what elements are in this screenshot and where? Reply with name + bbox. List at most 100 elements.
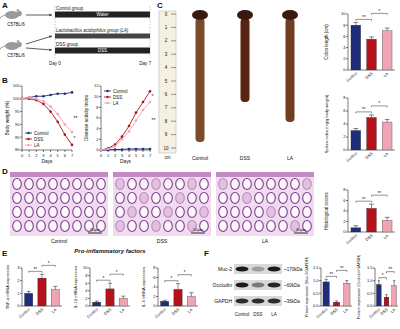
crypt bbox=[13, 179, 22, 190]
scale-bar bbox=[191, 233, 205, 234]
panel-label: F bbox=[204, 249, 209, 258]
legend-marker bbox=[106, 96, 108, 98]
x-tick-label: Control bbox=[315, 307, 328, 319]
ruler-label: 2 bbox=[165, 38, 168, 43]
crypt bbox=[85, 179, 94, 190]
y-tick bbox=[346, 190, 348, 191]
series-marker bbox=[64, 133, 67, 136]
series-marker bbox=[135, 111, 138, 114]
crypt bbox=[128, 179, 137, 190]
y-axis-label: Spleen index (mg/g body weight) bbox=[324, 94, 329, 153]
y-tick bbox=[156, 296, 158, 297]
crypt bbox=[25, 179, 34, 190]
crypt bbox=[140, 207, 149, 218]
arrow-head bbox=[49, 48, 52, 51]
significance: * bbox=[152, 93, 154, 99]
mouse-tail bbox=[0, 46, 5, 51]
label: Control bbox=[192, 155, 208, 161]
x-tick-label: 1 bbox=[28, 153, 31, 158]
x-tick-label: Control bbox=[345, 233, 358, 245]
y-tick-label: 0 bbox=[153, 303, 156, 308]
series-marker bbox=[56, 121, 59, 124]
crypt bbox=[164, 193, 173, 204]
y-tick bbox=[346, 36, 348, 37]
line-chart: 02468101201234567Disease activity indexD… bbox=[84, 83, 155, 164]
crypt bbox=[164, 179, 173, 190]
significance: * bbox=[382, 273, 384, 278]
significance: * bbox=[74, 135, 76, 141]
ruler-label: 3 bbox=[165, 52, 168, 57]
crypt bbox=[231, 221, 240, 232]
y-tick-label: 10 bbox=[94, 94, 99, 99]
y-tick-label: 8 bbox=[343, 95, 346, 100]
series-marker bbox=[42, 103, 45, 106]
crypt bbox=[140, 179, 149, 190]
line-chart: 8085909510010501234567Body weight (%)Day… bbox=[5, 83, 77, 164]
crypt bbox=[61, 179, 70, 190]
bar bbox=[38, 278, 46, 306]
crypt bbox=[13, 221, 22, 232]
significance: ** bbox=[152, 117, 156, 123]
y-axis bbox=[375, 268, 376, 306]
label: GAPDH bbox=[214, 298, 232, 304]
ruler-label: 7 bbox=[165, 105, 168, 110]
series-marker bbox=[142, 148, 145, 151]
crypt bbox=[116, 179, 125, 190]
ruler-label: 10 bbox=[163, 146, 169, 151]
crypt bbox=[152, 179, 161, 190]
ruler-tick bbox=[171, 54, 176, 55]
y-tick-label: 8 bbox=[96, 105, 99, 110]
blot-membrane bbox=[234, 296, 282, 306]
crypt bbox=[219, 207, 228, 218]
y-tick bbox=[156, 287, 158, 288]
x-tick-label: 6 bbox=[142, 153, 145, 158]
x-tick-label: 5 bbox=[135, 153, 138, 158]
bar-chart: 0246810IL-1β mRNA expressionControlDSSLA… bbox=[73, 265, 130, 319]
y-tick bbox=[99, 86, 101, 87]
crypt bbox=[49, 207, 58, 218]
scale-bar bbox=[294, 233, 308, 234]
y-tick bbox=[373, 268, 375, 269]
colon-photo bbox=[282, 10, 298, 122]
y-tick bbox=[346, 98, 348, 99]
caecum bbox=[282, 10, 298, 20]
y-tick-label: 4 bbox=[343, 45, 346, 50]
y-tick bbox=[20, 111, 22, 112]
y-tick bbox=[346, 25, 348, 26]
colon-photo bbox=[192, 10, 208, 142]
crypt bbox=[188, 207, 197, 218]
significance: * bbox=[48, 261, 50, 266]
ruler-tick bbox=[171, 67, 176, 68]
legend-marker bbox=[27, 144, 29, 146]
x-tick-label: LA bbox=[382, 233, 389, 240]
x-tick-label: DSS bbox=[364, 233, 374, 242]
crypt bbox=[243, 179, 252, 190]
y-axis-label: IL-6 mRNA expression bbox=[141, 267, 146, 307]
crypt bbox=[243, 207, 252, 218]
crypt bbox=[152, 193, 161, 204]
crypt bbox=[25, 193, 34, 204]
error-bar bbox=[353, 22, 358, 25]
significance: ** bbox=[389, 267, 393, 272]
bar bbox=[351, 25, 361, 70]
y-axis bbox=[22, 268, 23, 306]
legend-label: DSS bbox=[113, 95, 122, 100]
plot-area bbox=[161, 284, 196, 306]
colon bbox=[196, 18, 205, 142]
crypt bbox=[291, 207, 300, 218]
error-bar bbox=[369, 115, 374, 118]
bar-chart: 02468IL-6 mRNA expressionControlDSSLA** bbox=[141, 265, 198, 319]
crypt bbox=[303, 179, 312, 190]
y-tick bbox=[88, 298, 90, 299]
series-marker bbox=[35, 98, 38, 101]
label: Occludin bbox=[213, 282, 233, 288]
y-tick bbox=[319, 268, 321, 269]
x-tick-label: 4 bbox=[128, 153, 131, 158]
crypt bbox=[37, 221, 46, 232]
series-marker bbox=[121, 138, 124, 141]
x-tick-label: 3 bbox=[121, 153, 124, 158]
crypt bbox=[279, 179, 288, 190]
bar-chart: 0123TNF-α mRNA expressionControlDSSLA*** bbox=[5, 261, 62, 319]
crypt bbox=[140, 193, 149, 204]
y-tick bbox=[20, 293, 22, 294]
